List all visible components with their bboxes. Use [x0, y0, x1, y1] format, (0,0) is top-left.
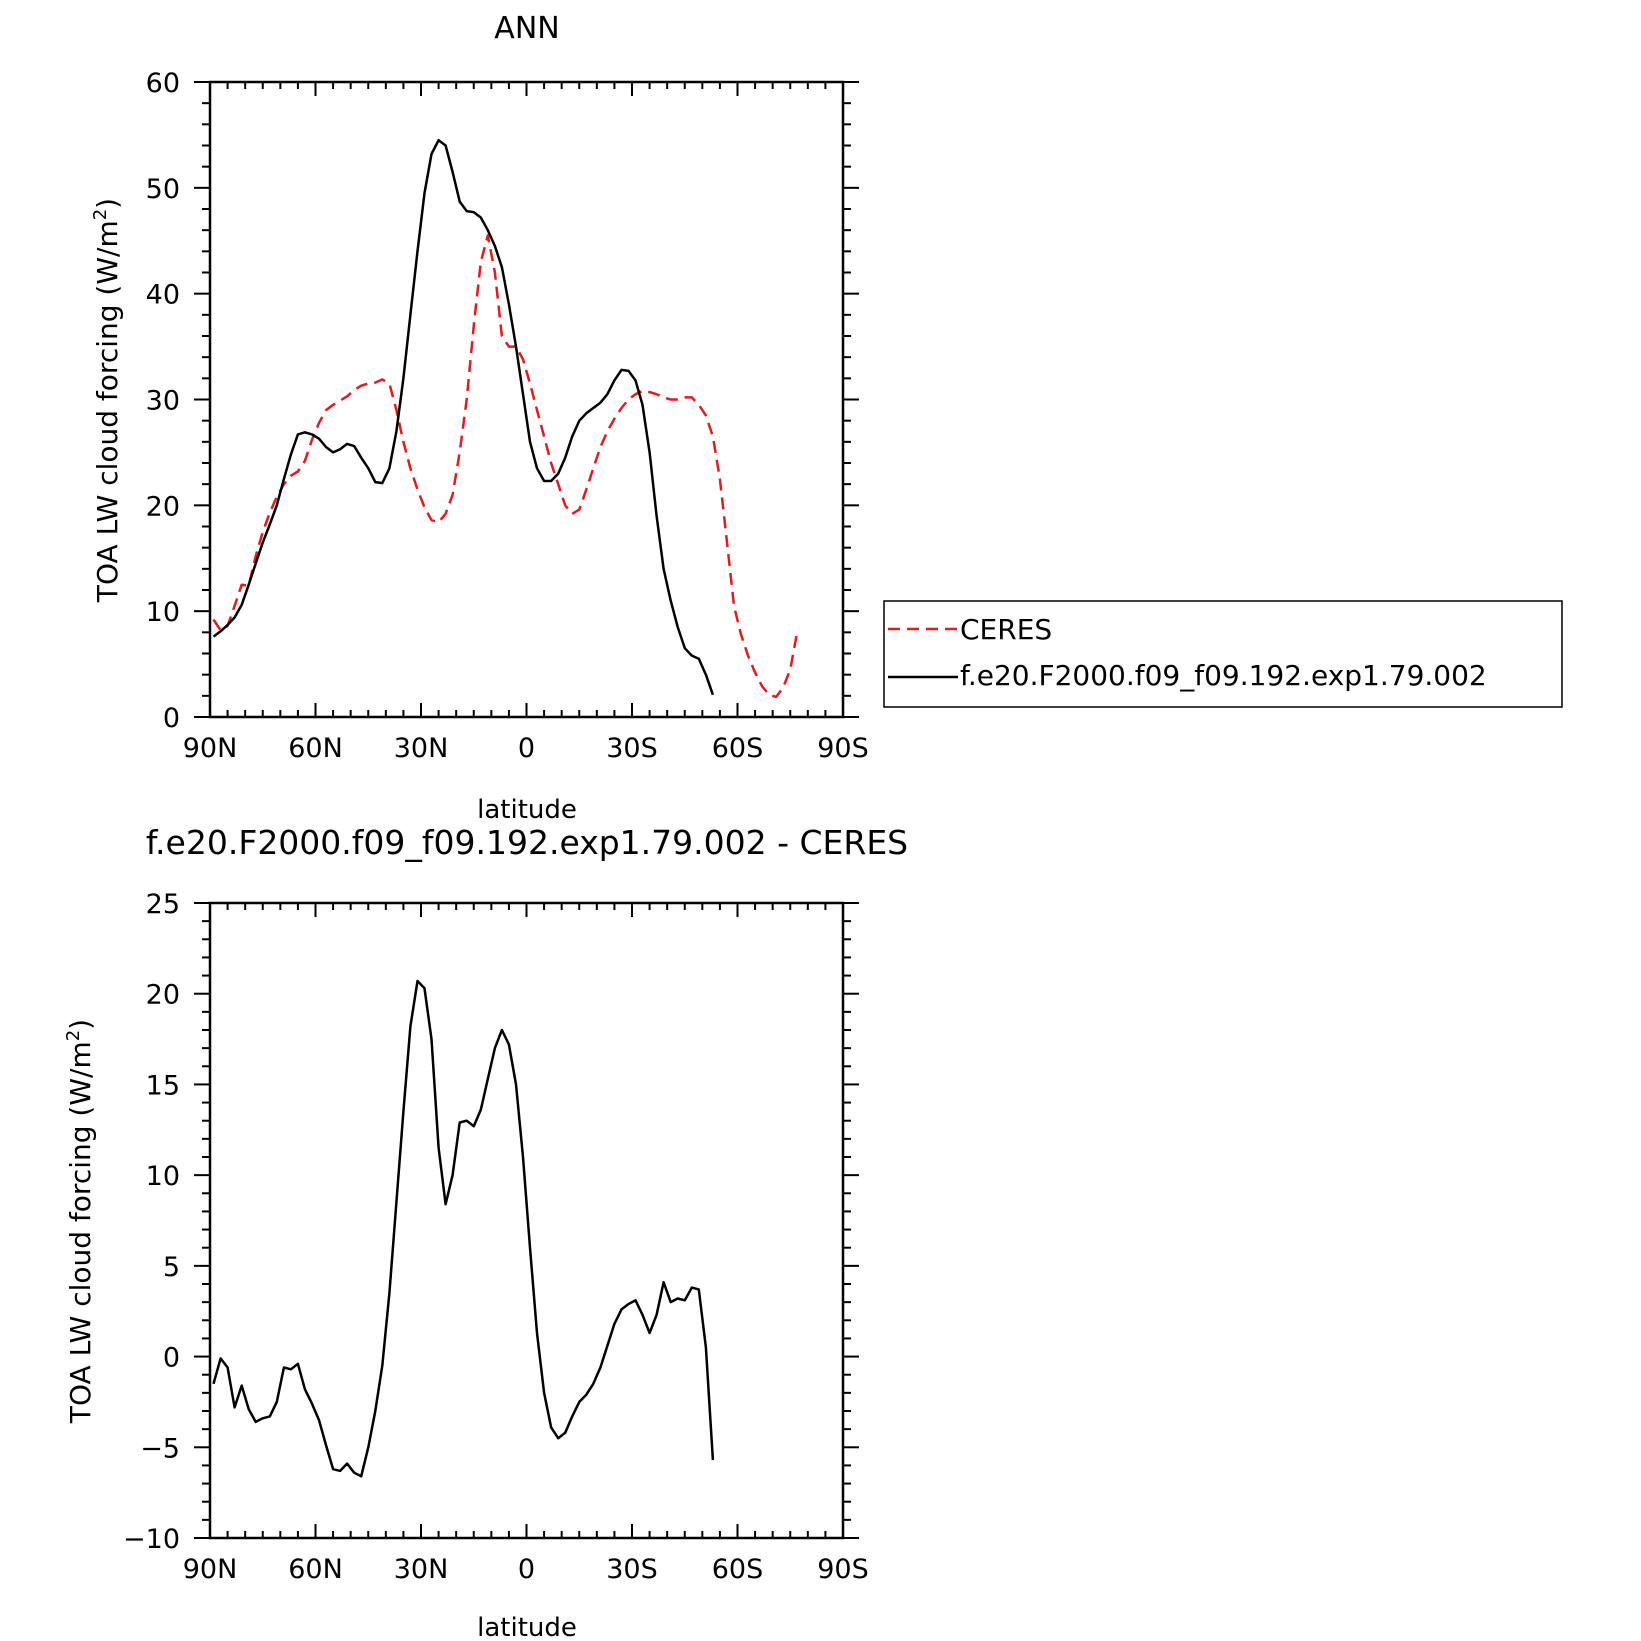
- bottom-y-tick-label: 15: [146, 1070, 180, 1101]
- legend: CERES f.e20.F2000.f09_f09.192.exp1.79.00…: [883, 600, 1563, 708]
- top-x-tick-label: 90S: [817, 733, 869, 764]
- top-x-tick-label: 60N: [288, 733, 343, 764]
- top-y-tick-label: 40: [146, 280, 180, 311]
- top-y-tick-label: 20: [146, 491, 180, 522]
- top-panel: ANN 90N 60N 30N 0 30S 60S 90S 0 10 20 30 40 50 60 la…: [90, 11, 869, 825]
- bottom-plot-frame: [208, 901, 845, 1540]
- top-series-lines: [212, 138, 799, 699]
- top-series-line-1: [212, 138, 715, 696]
- bottom-x-tick-label: 30S: [606, 1554, 658, 1585]
- top-x-axis-label: latitude: [477, 795, 577, 825]
- bottom-x-ticks: 90N 60N 30N 0 30S 60S 90S: [183, 903, 869, 1585]
- top-series-line-0: [212, 234, 799, 699]
- top-panel-title: ANN: [494, 11, 559, 46]
- bottom-series-line-0: [212, 979, 715, 1478]
- legend-box: [883, 600, 1563, 708]
- top-y-axis-label: TOA LW cloud forcing (W/m2): [90, 198, 124, 603]
- top-y-ticks: 0 10 20 30 40 50 60: [146, 68, 859, 734]
- top-y-tick-label: 10: [146, 597, 180, 628]
- top-x-tick-label: 90N: [183, 733, 238, 764]
- bottom-x-tick-label: 90S: [817, 1554, 869, 1585]
- bottom-x-tick-label: 60S: [712, 1554, 764, 1585]
- bottom-series-lines: [212, 979, 715, 1478]
- bottom-x-tick-label: 0: [518, 1554, 535, 1585]
- top-y-tick-label: 60: [146, 68, 180, 99]
- bottom-y-tick-label: −5: [140, 1433, 180, 1464]
- top-plot-frame: [208, 80, 845, 719]
- top-x-ticks: 90N 60N 30N 0 30S 60S 90S: [183, 82, 869, 764]
- bottom-y-axis-label: TOA LW cloud forcing (W/m2): [63, 1019, 97, 1424]
- bottom-panel: f.e20.F2000.f09_f09.192.exp1.79.002 - CE…: [63, 823, 908, 1641]
- bottom-y-ticks: −10 −5 0 5 10 15 20 25: [123, 889, 859, 1555]
- top-y-tick-label: 50: [146, 174, 180, 205]
- bottom-x-tick-label: 90N: [183, 1554, 238, 1585]
- bottom-y-tick-label: 5: [163, 1252, 180, 1283]
- top-x-tick-label: 30S: [606, 733, 658, 764]
- top-x-tick-label: 60S: [712, 733, 764, 764]
- top-x-tick-label: 0: [518, 733, 535, 764]
- legend-ceres-label: CERES: [960, 613, 1052, 646]
- bottom-x-axis-label: latitude: [477, 1613, 577, 1641]
- bottom-y-tick-label: 25: [146, 889, 180, 920]
- bottom-y-tick-label: 20: [146, 980, 180, 1011]
- bottom-y-tick-label: 0: [163, 1343, 180, 1374]
- legend-model-label: f.e20.F2000.f09_f09.192.exp1.79.002: [960, 659, 1487, 692]
- bottom-y-tick-label: −10: [123, 1524, 180, 1555]
- bottom-x-tick-label: 60N: [288, 1554, 343, 1585]
- top-y-tick-label: 0: [163, 703, 180, 734]
- top-x-tick-label: 30N: [394, 733, 449, 764]
- top-y-tick-label: 30: [146, 386, 180, 417]
- bottom-x-tick-label: 30N: [394, 1554, 449, 1585]
- bottom-y-tick-label: 10: [146, 1161, 180, 1192]
- bottom-panel-title: f.e20.F2000.f09_f09.192.exp1.79.002 - CE…: [146, 823, 908, 862]
